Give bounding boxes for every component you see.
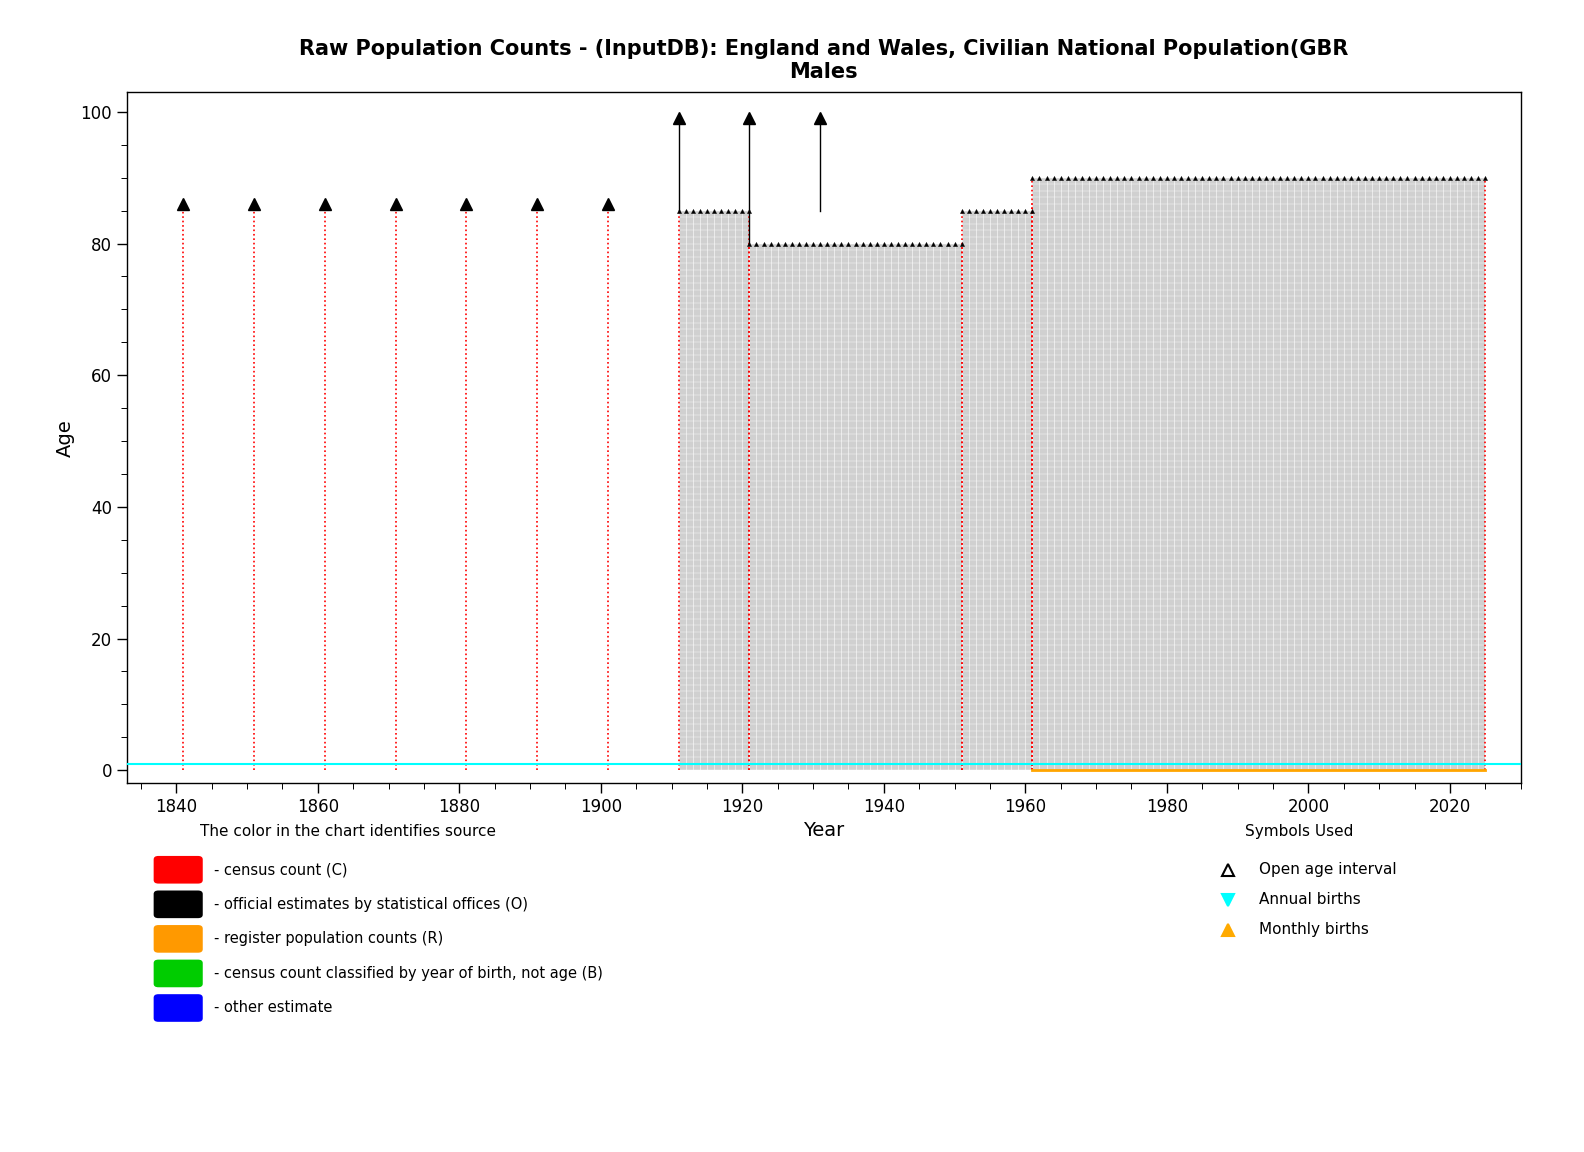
Text: - census count classified by year of birth, not age (B): - census count classified by year of bir…	[214, 965, 604, 982]
Title: Raw Population Counts - (InputDB): England and Wales, Civilian National Populati: Raw Population Counts - (InputDB): Engla…	[299, 39, 1348, 82]
Bar	[1033, 177, 1486, 771]
Bar	[961, 211, 1033, 771]
Bar	[678, 211, 749, 771]
Text: - other estimate: - other estimate	[214, 1000, 333, 1016]
X-axis label: Year: Year	[803, 821, 844, 841]
Text: The color in the chart identifies source: The color in the chart identifies source	[201, 824, 496, 839]
Text: Monthly births: Monthly births	[1259, 922, 1369, 938]
Text: Annual births: Annual births	[1259, 892, 1361, 908]
Y-axis label: Age: Age	[55, 419, 74, 456]
Text: Symbols Used: Symbols Used	[1245, 824, 1353, 839]
Text: - census count (C): - census count (C)	[214, 862, 347, 878]
Bar	[749, 243, 961, 771]
Text: - official estimates by statistical offices (O): - official estimates by statistical offi…	[214, 896, 527, 912]
Text: - register population counts (R): - register population counts (R)	[214, 931, 444, 947]
Text: Open age interval: Open age interval	[1259, 862, 1397, 878]
